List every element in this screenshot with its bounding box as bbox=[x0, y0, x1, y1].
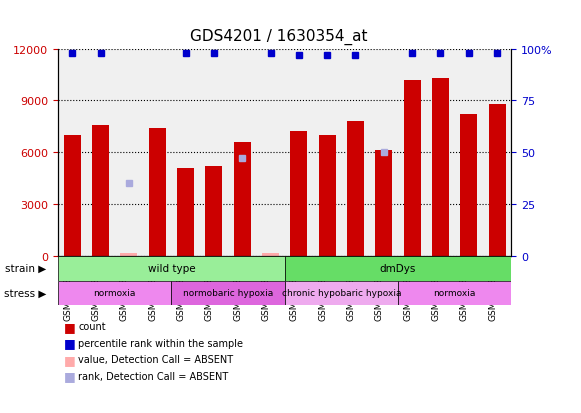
Text: count: count bbox=[78, 321, 106, 331]
Text: normoxia: normoxia bbox=[433, 289, 476, 298]
Text: percentile rank within the sample: percentile rank within the sample bbox=[78, 338, 243, 348]
Bar bbox=[177, 169, 194, 256]
Text: ■: ■ bbox=[64, 336, 76, 349]
Bar bbox=[149, 129, 166, 256]
FancyBboxPatch shape bbox=[58, 281, 171, 306]
Bar bbox=[262, 254, 279, 256]
Bar bbox=[234, 142, 251, 256]
Text: rank, Detection Call = ABSENT: rank, Detection Call = ABSENT bbox=[78, 371, 229, 381]
Text: value, Detection Call = ABSENT: value, Detection Call = ABSENT bbox=[78, 354, 234, 364]
Text: chronic hypobaric hypoxia: chronic hypobaric hypoxia bbox=[282, 289, 401, 298]
Text: GDS4201 / 1630354_at: GDS4201 / 1630354_at bbox=[190, 29, 368, 45]
Bar bbox=[318, 135, 336, 256]
Text: normobaric hypoxia: normobaric hypoxia bbox=[183, 289, 273, 298]
Bar bbox=[92, 125, 109, 256]
Bar bbox=[432, 79, 449, 256]
Bar bbox=[375, 151, 392, 256]
Bar bbox=[489, 104, 505, 256]
Text: normoxia: normoxia bbox=[94, 289, 136, 298]
Bar bbox=[120, 254, 137, 256]
Text: strain ▶: strain ▶ bbox=[5, 263, 46, 273]
Bar bbox=[347, 122, 364, 256]
Bar bbox=[206, 166, 223, 256]
FancyBboxPatch shape bbox=[58, 256, 285, 281]
Text: wild type: wild type bbox=[148, 263, 195, 273]
Bar bbox=[404, 81, 421, 256]
Bar bbox=[290, 132, 307, 256]
Bar bbox=[460, 115, 477, 256]
Text: stress ▶: stress ▶ bbox=[4, 288, 46, 298]
Text: ■: ■ bbox=[64, 353, 76, 366]
FancyBboxPatch shape bbox=[285, 256, 511, 281]
FancyBboxPatch shape bbox=[398, 281, 511, 306]
Text: ■: ■ bbox=[64, 320, 76, 333]
FancyBboxPatch shape bbox=[171, 281, 285, 306]
Text: dmDys: dmDys bbox=[380, 263, 416, 273]
Text: ■: ■ bbox=[64, 369, 76, 382]
Bar bbox=[64, 135, 81, 256]
FancyBboxPatch shape bbox=[285, 281, 398, 306]
